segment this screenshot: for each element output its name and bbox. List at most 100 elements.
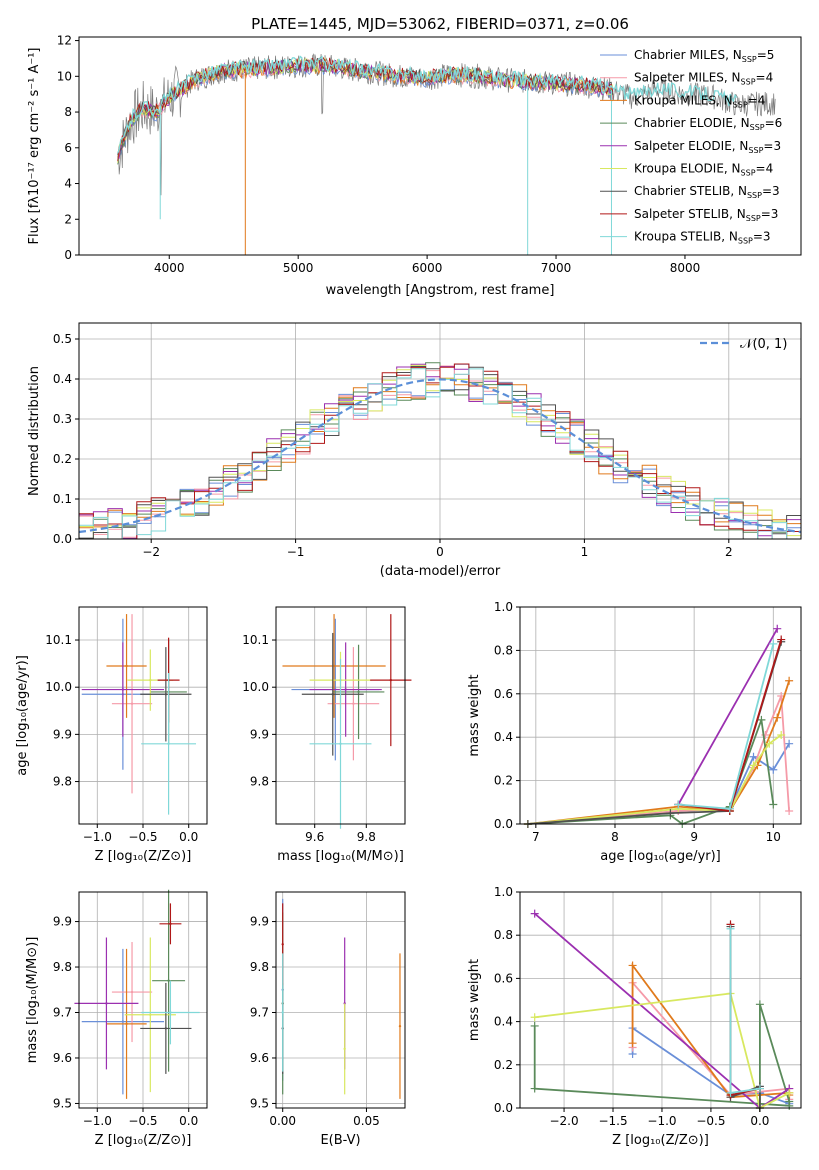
x-tick-label: −2.0 xyxy=(549,1114,578,1128)
axes-frame xyxy=(275,891,406,1109)
y-axis-label: Normed distribution xyxy=(27,366,42,496)
y-tick-label: 9.7 xyxy=(53,1006,72,1020)
y-tick-label: 9.9 xyxy=(250,915,269,929)
y-tick-label: 0.2 xyxy=(53,452,72,466)
legend-entry-main: Kroupa ELODIE, N xyxy=(634,162,741,176)
data-point xyxy=(121,688,125,691)
weight-marker xyxy=(749,752,758,761)
spectrum-panel: 4000 5000 6000 7000 8000 0 2 4 6 8 10 12 wavelength … xyxy=(27,34,802,298)
y-tick-label: 9.8 xyxy=(53,960,72,974)
x-axis-label: Z [log₁₀(Z/Z⊙)] xyxy=(612,1133,709,1148)
y-tick-label: 0.2 xyxy=(494,774,513,788)
x-tick-label: 9 xyxy=(690,830,698,844)
legend-entry-sub: SSP xyxy=(742,55,757,64)
legend-entry-main: Salpeter ELODIE, N xyxy=(634,139,748,153)
legend-entry-tail: =3 xyxy=(763,139,781,153)
data-point xyxy=(164,1027,168,1030)
x-tick-label: −0.5 xyxy=(128,1114,157,1128)
data-point xyxy=(167,742,170,746)
weight-marker xyxy=(755,1000,764,1009)
x-tick-label: −1 xyxy=(287,545,305,559)
x-axis-label: wavelength [Angstrom, rest frame] xyxy=(326,283,555,298)
legend-entry: Kroupa ELODIE, NSSP=4 xyxy=(634,162,773,178)
x-tick-label: 7 xyxy=(532,830,540,844)
y-tick-label: 0.8 xyxy=(494,928,513,942)
y-tick-label: 9.9 xyxy=(53,915,72,929)
y-tick-label: 0.4 xyxy=(53,372,72,386)
legend-entry-sub: SSP xyxy=(747,191,762,200)
x-tick-label: 8000 xyxy=(670,261,701,275)
y-tick-label: 0.1 xyxy=(53,492,72,506)
data-point xyxy=(125,1022,128,1026)
legend-entry-tail: =3 xyxy=(762,184,780,198)
legend-entry-tail: =4 xyxy=(756,162,774,176)
y-tick-label: 0.8 xyxy=(494,643,513,657)
x-tick-label: 4000 xyxy=(154,261,185,275)
residual-histogram-panel: −2 −1 0 1 2 0.0 0.1 0.2 0.3 0.4 0.5 (data-model)/er… xyxy=(27,322,802,579)
x-tick-label: 0.00 xyxy=(269,1114,296,1128)
y-tick-label: 2 xyxy=(64,212,72,226)
legend-entry-sub: SSP xyxy=(748,146,763,155)
y-tick-label: 10.0 xyxy=(242,680,269,694)
legend-entry-main: Kroupa STELIB, N xyxy=(634,230,738,244)
data-point xyxy=(389,678,393,682)
weight-marker xyxy=(757,715,766,724)
legend-entry-main: Chabrier STELIB, N xyxy=(634,184,747,198)
residual-histogram-step xyxy=(79,365,801,540)
legend-entry-sub: SSP xyxy=(750,123,765,132)
y-tick-label: 9.9 xyxy=(53,727,72,741)
spectrum-lines xyxy=(117,53,776,255)
legend-entry-sub: SSP xyxy=(741,169,756,178)
data-point xyxy=(130,702,134,705)
data-point xyxy=(169,1011,172,1014)
x-tick-label: 0 xyxy=(436,545,444,559)
legend-entry: Kroupa STELIB, NSSP=3 xyxy=(634,230,771,246)
y-tick-label: 0.2 xyxy=(494,1058,513,1072)
y-tick-label: 9.7 xyxy=(250,1006,269,1020)
weight-marker xyxy=(785,1097,794,1106)
x-tick-label: −2 xyxy=(142,545,160,559)
x-tick-label: −0.5 xyxy=(696,1114,725,1128)
x-axis-label: age [log₁₀(age/yr)] xyxy=(600,849,721,864)
y-tick-label: 0.0 xyxy=(494,1101,513,1115)
legend-entry-main: Chabrier MILES, N xyxy=(634,48,742,62)
x-tick-label: 8 xyxy=(611,830,619,844)
weight-marker xyxy=(628,961,637,970)
weight-marker xyxy=(674,800,683,809)
legend-entry-main: Salpeter STELIB, N xyxy=(634,207,746,221)
y-tick-label: 9.6 xyxy=(53,1051,72,1065)
y-tick-label: 9.5 xyxy=(250,1096,269,1110)
weight-marker xyxy=(530,909,539,918)
legend-entry: Chabrier STELIB, NSSP=3 xyxy=(634,184,780,200)
data-point xyxy=(167,979,170,982)
x-axis-label: E(B-V) xyxy=(320,1133,360,1148)
axes-frame xyxy=(275,606,406,825)
x-tick-label: 0.0 xyxy=(179,1114,198,1128)
y-tick-label: 9.8 xyxy=(53,775,72,789)
y-tick-label: 0.3 xyxy=(53,412,72,426)
weight-series-line xyxy=(527,695,790,825)
weight-marker xyxy=(726,924,735,933)
x-tick-label: 9.8 xyxy=(357,830,376,844)
legend-entry: Salpeter ELODIE, NSSP=3 xyxy=(634,139,781,155)
legend-entry-sub: SSP xyxy=(741,78,756,87)
weight-marker xyxy=(530,1084,539,1093)
y-tick-label: 9.5 xyxy=(53,1096,72,1110)
data-point xyxy=(125,664,128,668)
weight-marker xyxy=(769,800,778,809)
y-tick-label: 1.0 xyxy=(494,600,513,614)
weight-series-line xyxy=(534,992,790,1110)
weight-marker xyxy=(785,676,794,685)
data-point xyxy=(339,742,342,746)
x-axis-label: (data-model)/error xyxy=(380,564,501,579)
x-tick-label: −1.5 xyxy=(598,1114,627,1128)
weight-marker xyxy=(765,739,774,748)
legend-entry: Chabrier ELODIE, NSSP=6 xyxy=(634,116,782,132)
data-point xyxy=(331,693,334,696)
data-point xyxy=(352,702,355,705)
axes-frame xyxy=(519,606,802,825)
data-point xyxy=(149,1013,152,1016)
data-point xyxy=(164,693,168,696)
legend-entry-main: Chabrier ELODIE, N xyxy=(634,116,750,130)
